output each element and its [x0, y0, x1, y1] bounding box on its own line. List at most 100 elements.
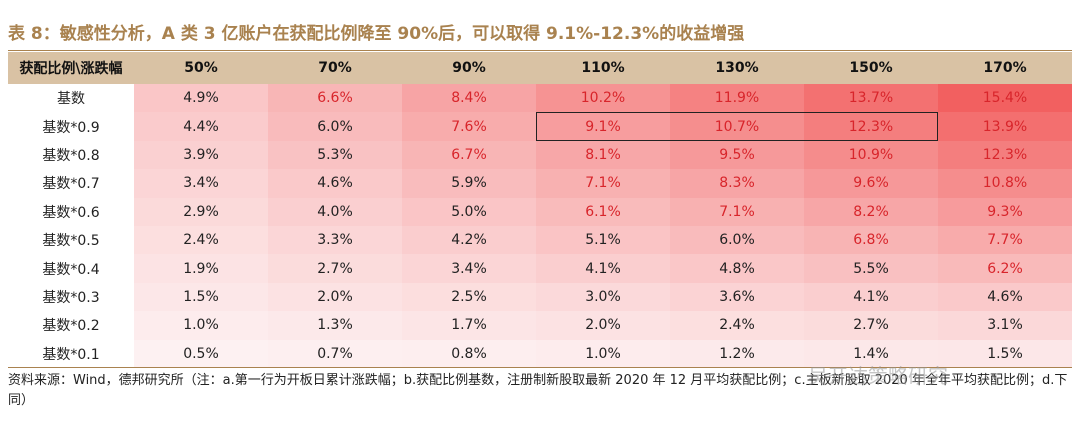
table-cell: 6.0% [670, 225, 804, 255]
row-label: 基数*0.2 [8, 311, 134, 340]
table-cell: 10.7% [670, 112, 804, 141]
table-cell: 13.9% [938, 112, 1072, 141]
row-label: 基数*0.4 [8, 254, 134, 283]
table-row: 基数*0.2 1.0% 1.3% 1.7% 2.0% 2.4% 2.7% 3.1% [8, 311, 1072, 340]
table-cell: 6.2% [938, 254, 1072, 283]
bottom-rule [8, 367, 1072, 368]
table-cell: 12.3% [938, 140, 1072, 170]
table-row: 基数*0.7 3.4% 4.6% 5.9% 7.1% 8.3% 9.6% 10.8% [8, 169, 1072, 198]
column-header: 150% [849, 60, 893, 76]
table-cell: 1.7% [402, 311, 536, 340]
table-cell: 3.0% [536, 282, 670, 312]
table-cell: 2.9% [134, 197, 268, 226]
table-cell: 2.0% [536, 311, 670, 340]
table-row: 基数*0.5 2.4% 3.3% 4.2% 5.1% 6.0% 6.8% 7.7% [8, 225, 1072, 255]
table-cell: 1.5% [134, 282, 268, 312]
table-cell: 5.1% [536, 225, 670, 255]
table-row: 基数 4.9% 6.6% 8.4% 10.2% 11.9% 13.7% 15.4% [8, 84, 1072, 113]
table-cell: 7.6% [402, 112, 536, 141]
table-cell: 3.6% [670, 282, 804, 312]
table-row: 基数*0.8 3.9% 5.3% 6.7% 8.1% 9.5% 10.9% 12.3% [8, 140, 1072, 170]
table-cell: 12.3% [804, 112, 938, 141]
column-header: 70% [318, 60, 352, 76]
table-cell: 1.0% [536, 339, 670, 368]
watermark: 吴开达策略研究 [808, 364, 948, 388]
table-cell: 5.3% [268, 140, 402, 170]
row-label: 基数*0.8 [8, 140, 134, 170]
table-cell: 6.1% [536, 197, 670, 226]
source-note: 资料来源：Wind，德邦研究所（注：a.第一行为开板日累计涨跌幅；b.获配比例基… [8, 373, 1068, 408]
table-cell: 8.2% [804, 197, 938, 226]
column-header: 170% [983, 60, 1027, 76]
table-cell: 4.9% [134, 84, 268, 113]
table-cell: 2.5% [402, 282, 536, 312]
table-cell: 10.9% [804, 140, 938, 170]
column-header: 50% [184, 60, 218, 76]
table-cell: 8.1% [536, 140, 670, 170]
header-corner-label: 获配比例\涨跌幅 [19, 61, 123, 77]
table-row: 基数*0.3 1.5% 2.0% 2.5% 3.0% 3.6% 4.1% 4.6% [8, 282, 1072, 312]
table-cell: 6.6% [268, 84, 402, 113]
table-cell: 6.0% [268, 112, 402, 141]
table-cell: 1.0% [134, 311, 268, 340]
row-label: 基数*0.9 [8, 112, 134, 141]
row-label: 基数*0.1 [8, 339, 134, 368]
row-label: 基数*0.5 [8, 225, 134, 255]
table-cell: 0.5% [134, 339, 268, 368]
table-cell: 13.7% [804, 84, 938, 113]
row-label: 基数*0.3 [8, 282, 134, 312]
table-row: 基数*0.9 4.4% 6.0% 7.6% 9.1% 10.7% 12.3% 13.9% [8, 112, 1072, 141]
table-cell: 6.8% [804, 225, 938, 255]
table-row: 基数*0.4 1.9% 2.7% 3.4% 4.1% 4.8% 5.5% 6.2% [8, 254, 1072, 283]
table-cell: 2.4% [670, 311, 804, 340]
table-cell: 5.5% [804, 254, 938, 283]
table-cell: 1.4% [804, 339, 938, 368]
title-rule [8, 50, 1072, 51]
table-cell: 1.3% [268, 311, 402, 340]
table-cell: 2.7% [268, 254, 402, 283]
table-cell: 8.3% [670, 169, 804, 198]
column-header: 110% [581, 60, 625, 76]
table-cell: 4.4% [134, 112, 268, 141]
table-cell: 11.9% [670, 84, 804, 113]
table-header-row: 获配比例\涨跌幅 50% 70% 90% 110% 130% 150% 170% [8, 52, 1072, 84]
table-cell: 15.4% [938, 84, 1072, 113]
table-body: 基数 4.9% 6.6% 8.4% 10.2% 11.9% 13.7% 15.4% 基数*0.9… [8, 84, 1072, 368]
table-cell: 3.4% [402, 254, 536, 283]
table-cell: 3.4% [134, 169, 268, 198]
table-cell: 5.0% [402, 197, 536, 226]
table-cell: 7.1% [670, 197, 804, 226]
table-cell: 9.6% [804, 169, 938, 198]
table-cell: 4.8% [670, 254, 804, 283]
table-cell: 5.9% [402, 169, 536, 198]
table-title: 表 8：敏感性分析，A 类 3 亿账户在获配比例降至 90%后，可以取得 9.1… [8, 24, 745, 44]
column-header: 130% [715, 60, 759, 76]
table-cell: 1.9% [134, 254, 268, 283]
table-cell: 3.9% [134, 140, 268, 170]
table-row: 基数*0.1 0.5% 0.7% 0.8% 1.0% 1.2% 1.4% 1.5% [8, 339, 1072, 368]
table-cell: 2.4% [134, 225, 268, 255]
table-cell: 9.3% [938, 197, 1072, 226]
table-cell: 6.7% [402, 140, 536, 170]
table-cell: 1.2% [670, 339, 804, 368]
table-cell: 4.6% [938, 282, 1072, 312]
row-label: 基数*0.7 [8, 169, 134, 198]
table-cell: 3.3% [268, 225, 402, 255]
table-cell: 4.1% [536, 254, 670, 283]
table-cell: 4.6% [268, 169, 402, 198]
table-cell: 7.1% [536, 169, 670, 198]
table-cell: 7.7% [938, 225, 1072, 255]
table-cell: 8.4% [402, 84, 536, 113]
table-cell: 0.8% [402, 339, 536, 368]
table-cell: 3.1% [938, 311, 1072, 340]
row-label: 基数 [8, 84, 134, 113]
table-cell: 10.2% [536, 84, 670, 113]
sensitivity-table: 获配比例\涨跌幅 50% 70% 90% 110% 130% 150% 170% 基数 4.9%… [8, 52, 1072, 368]
table-row: 基数*0.6 2.9% 4.0% 5.0% 6.1% 7.1% 8.2% 9.3% [8, 197, 1072, 226]
table-cell: 4.2% [402, 225, 536, 255]
table-cell: 9.1% [536, 112, 670, 141]
column-header: 90% [452, 60, 486, 76]
table-cell: 10.8% [938, 169, 1072, 198]
table-cell: 4.0% [268, 197, 402, 226]
table-cell: 2.0% [268, 282, 402, 312]
